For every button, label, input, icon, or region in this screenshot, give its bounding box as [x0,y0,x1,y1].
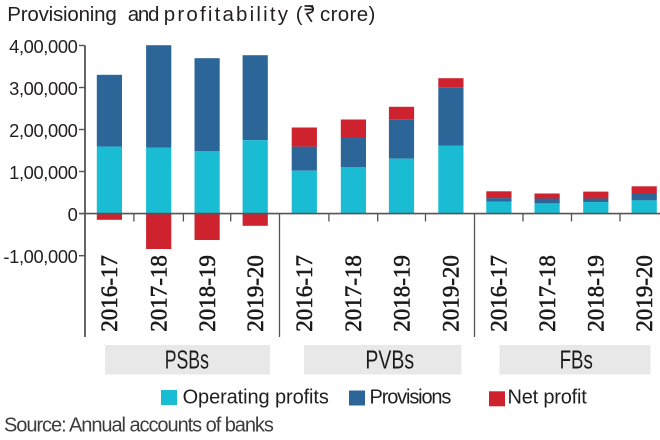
svg-text:2,00,000: 2,00,000 [9,120,78,141]
svg-text:2016-17: 2016-17 [97,255,122,332]
svg-text:2019-20: 2019-20 [243,255,268,332]
svg-text:PVBs: PVBs [365,345,414,374]
svg-text:Net profit: Net profit [508,386,588,408]
svg-text:3,00,000: 3,00,000 [9,78,78,99]
svg-text:4,00,000: 4,00,000 [9,36,78,57]
svg-text:Operating profits: Operating profits [183,386,329,408]
svg-text:2016-17: 2016-17 [292,255,317,332]
svg-text:PSBs: PSBs [165,345,209,374]
svg-text:2017-18: 2017-18 [341,255,366,332]
svg-text:2017-18: 2017-18 [535,255,560,332]
svg-text:FBs: FBs [560,344,593,374]
svg-text:Source: Annual accounts of ban: Source: Annual accounts of banks [4,414,274,436]
svg-text:2018-19: 2018-19 [389,255,414,332]
svg-text:Provisioning: Provisioning [7,3,116,26]
svg-text:Provisions: Provisions [370,386,452,408]
svg-text:1,00,000: 1,00,000 [9,162,78,183]
svg-text:2016-17: 2016-17 [487,255,512,332]
svg-text:2019-20: 2019-20 [632,255,657,332]
svg-text:2018-19: 2018-19 [195,255,220,332]
svg-text:2017-18: 2017-18 [147,255,172,332]
svg-text:crore): crore) [320,3,376,26]
svg-text:and: and [128,3,159,26]
svg-text:2018-19: 2018-19 [584,255,609,332]
svg-text:-1,00,000: -1,00,000 [3,246,77,267]
svg-text:2019-20: 2019-20 [439,255,464,332]
svg-text:profitability: profitability [164,3,290,26]
svg-text:(: ( [296,3,303,26]
svg-text:0: 0 [68,204,78,225]
